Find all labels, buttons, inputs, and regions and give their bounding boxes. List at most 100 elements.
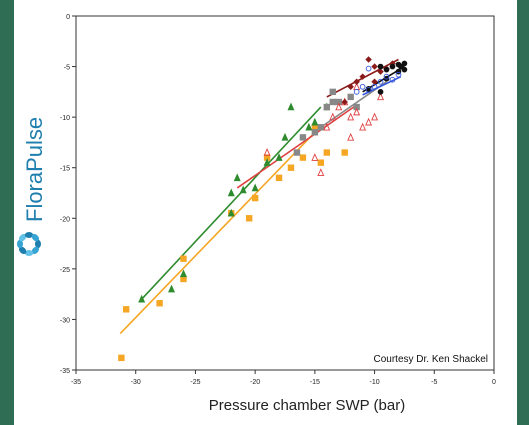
data-point-series-1 — [156, 300, 163, 307]
data-point-series-5 — [353, 78, 360, 85]
data-point-series-4 — [347, 112, 355, 121]
y-tick-label: -5 — [64, 65, 70, 72]
data-point-series-2 — [251, 183, 259, 192]
brand-area: FloraPulse — [17, 117, 47, 256]
data-point-series-2 — [138, 294, 146, 303]
x-tick-label: -15 — [310, 379, 320, 386]
data-point-series-1 — [180, 255, 187, 262]
data-point-series-4 — [323, 122, 331, 131]
data-point-series-3 — [293, 149, 301, 156]
logo-petal — [17, 239, 23, 249]
data-point-series-6 — [383, 66, 390, 73]
data-point-series-4 — [335, 102, 343, 111]
data-point-series-4 — [353, 107, 361, 116]
data-point-series-1 — [118, 354, 125, 362]
x-tick-label: -5 — [431, 379, 437, 386]
data-point-series-3 — [353, 103, 360, 111]
data-point-series-4 — [377, 92, 385, 101]
data-point-series-5 — [347, 83, 354, 91]
data-point-series-3 — [317, 124, 325, 131]
data-point-series-1 — [251, 194, 259, 202]
data-point-series-2 — [233, 173, 241, 182]
x-tick-label: -25 — [190, 379, 200, 386]
data-point-series-7 — [395, 71, 402, 78]
data-point-series-1 — [341, 149, 348, 156]
data-point-series-1 — [287, 164, 295, 171]
data-point-series-7 — [359, 83, 366, 90]
data-point-series-1 — [317, 159, 325, 166]
y-tick-label: -10 — [60, 115, 70, 122]
data-point-series-2 — [305, 122, 313, 131]
x-tick-label: -30 — [131, 379, 141, 386]
data-point-series-7 — [383, 73, 390, 80]
data-point-series-2 — [263, 158, 271, 166]
data-point-series-4 — [365, 117, 373, 126]
y-tick-label: -15 — [60, 166, 70, 173]
chart-annotation: Courtesy Dr. Ken Shackel — [374, 354, 489, 365]
data-point-series-6 — [401, 66, 408, 73]
data-point-series-5 — [377, 68, 384, 75]
logo-petal — [35, 239, 41, 249]
data-point-series-7 — [389, 76, 396, 83]
data-point-series-1 — [275, 174, 283, 182]
y-tick-label: -20 — [60, 216, 70, 223]
y-tick-label: -25 — [60, 267, 70, 274]
plot-frame — [75, 15, 495, 371]
data-point-series-2 — [311, 117, 319, 126]
data-point-series-4 — [359, 122, 367, 131]
data-point-series-6 — [397, 63, 404, 70]
data-point-series-2 — [227, 208, 235, 217]
logo-petal — [24, 232, 34, 238]
x-tick-label: -10 — [370, 379, 380, 386]
data-point-series-4 — [347, 132, 355, 141]
y-tick-label: -35 — [60, 368, 70, 375]
x-axis-label: Pressure chamber SWP (bar) — [208, 397, 406, 414]
data-point-series-5 — [359, 73, 366, 80]
fit-line-1 — [119, 131, 316, 335]
data-point-series-4 — [371, 112, 379, 121]
data-point-series-4 — [311, 153, 319, 161]
data-point-series-2 — [281, 132, 289, 141]
data-point-series-1 — [299, 154, 307, 161]
y-tick-label: -30 — [60, 317, 70, 324]
logo-petal — [18, 233, 27, 242]
data-point-series-6 — [377, 89, 384, 95]
x-tick-label: 0 — [492, 379, 496, 386]
x-tick-label: -20 — [250, 379, 260, 386]
data-point-series-2 — [275, 153, 283, 161]
fit-line-2 — [141, 106, 322, 300]
data-point-series-2 — [239, 185, 247, 194]
data-point-series-3 — [329, 98, 336, 106]
data-point-series-7 — [353, 89, 360, 95]
data-point-series-7 — [365, 65, 372, 72]
x-tick-label: -35 — [71, 379, 81, 386]
data-point-series-3 — [347, 93, 354, 101]
data-point-series-2 — [287, 102, 295, 111]
data-point-series-4 — [263, 148, 271, 156]
y-tick-label: 0 — [66, 14, 70, 21]
data-point-series-4 — [317, 168, 325, 177]
data-point-series-2 — [227, 188, 235, 197]
data-point-series-1 — [323, 149, 330, 156]
logo-petal — [31, 246, 40, 255]
data-point-series-1 — [245, 215, 253, 222]
data-point-series-7 — [365, 86, 372, 93]
data-point-series-4 — [329, 112, 337, 121]
logo-petal — [24, 250, 34, 256]
data-point-series-1 — [122, 306, 130, 313]
data-point-series-3 — [311, 129, 319, 136]
data-point-series-6 — [401, 60, 408, 67]
data-point-series-3 — [323, 103, 330, 111]
data-point-series-6 — [389, 63, 396, 70]
data-point-series-5 — [365, 56, 372, 63]
data-point-series-2 — [168, 284, 176, 293]
data-point-series-3 — [329, 88, 336, 96]
data-point-series-3 — [299, 134, 307, 141]
logo-petal — [18, 246, 27, 255]
data-point-series-5 — [341, 98, 348, 106]
data-point-series-7 — [371, 83, 378, 90]
brand-name: FloraPulse — [22, 117, 47, 222]
logo-petal — [31, 233, 40, 242]
